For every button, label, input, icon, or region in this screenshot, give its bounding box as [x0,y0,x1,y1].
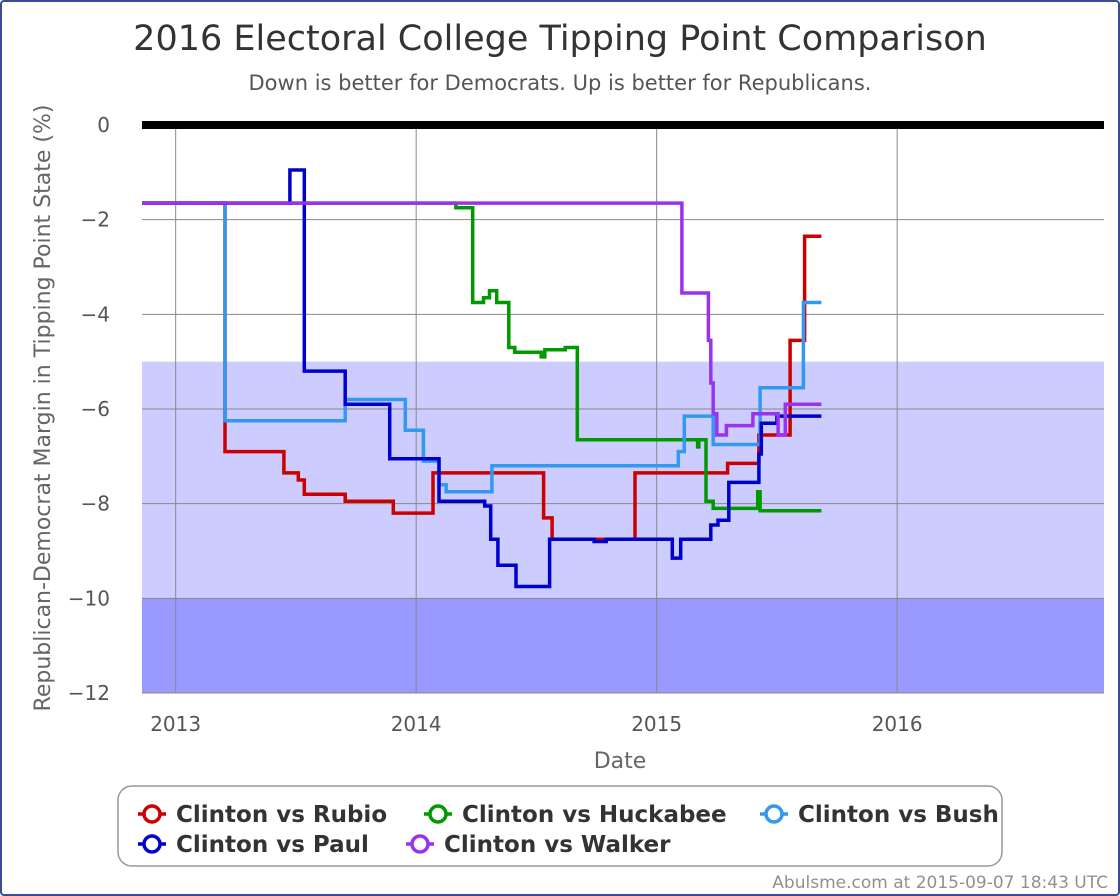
series-line-clinton-vs-walker [142,201,822,437]
x-axis-ticks: 2013 2014 2015 2016 [150,712,922,736]
y-tick-label: −10 [68,586,110,610]
legend-box [117,785,1003,867]
legend-marker [142,834,162,854]
chart-subtitle: Down is better for Democrats. Up is bett… [249,71,872,95]
legend-item-clinton-vs-rubio[interactable]: Clinton vs Rubio [138,802,387,828]
legend-label: Clinton vs Huckabee [462,802,727,828]
y-tick-label: −4 [81,302,110,326]
x-tick-label: 2013 [150,712,201,736]
legend-items: Clinton vs Rubio Clinton vs Huckabee Clint… [138,802,999,858]
legend-label: Clinton vs Rubio [176,802,387,828]
legend-item-clinton-vs-huckabee[interactable]: Clinton vs Huckabee [424,802,727,828]
y-axis-ticks: 0 −2 −4 −6 −8 −10 −12 [68,113,110,705]
band-0 [142,361,1104,599]
x-tick-label: 2016 [872,712,923,736]
grid-lines [142,124,1104,694]
series-line-clinton-vs-bush [142,201,822,494]
series-lines [142,168,822,589]
legend: Clinton vs Rubio Clinton vs Huckabee Clint… [117,785,1003,867]
legend-marker [142,804,162,824]
chart-title: 2016 Electoral College Tipping Point Com… [133,19,987,59]
y-axis-label: Republican-Democrat Margin in Tipping Po… [31,105,56,712]
series-line-clinton-vs-huckabee [142,201,822,513]
legend-marker [410,834,430,854]
x-tick-label: 2014 [391,712,442,736]
legend-item-clinton-vs-bush[interactable]: Clinton vs Bush [760,802,999,828]
series-line-clinton-vs-rubio [142,201,822,541]
x-tick-label: 2015 [631,712,682,736]
legend-item-clinton-vs-paul[interactable]: Clinton vs Paul [138,832,369,858]
y-tick-label: −12 [68,681,110,705]
legend-marker [764,804,784,824]
legend-label: Clinton vs Paul [176,832,369,858]
y-tick-label: −6 [81,397,110,421]
legend-label: Clinton vs Bush [798,802,999,828]
series-line-clinton-vs-paul [142,168,822,589]
legend-item-clinton-vs-walker[interactable]: Clinton vs Walker [406,832,671,858]
y-tick-label: −8 [81,492,110,516]
credit-text: Abulsme.com at 2015-09-07 18:43 UTC [772,873,1108,893]
shaded-bands [142,361,1104,693]
band-1 [142,598,1104,693]
x-axis-label: Date [594,749,647,774]
legend-marker [428,804,448,824]
y-tick-label: 0 [97,113,110,137]
legend-label: Clinton vs Walker [444,832,671,858]
y-tick-label: −2 [81,208,110,232]
